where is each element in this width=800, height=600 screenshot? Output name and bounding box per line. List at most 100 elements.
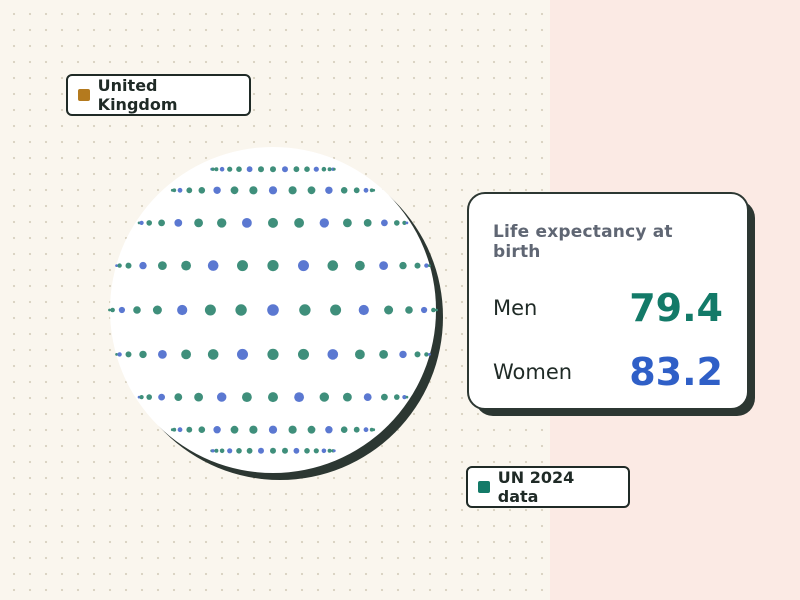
globe-dot [207,349,219,360]
globe-dot [414,351,421,358]
globe-dot [219,166,225,172]
globe-dot [414,262,421,269]
globe-dot [115,264,118,267]
globe-dot [299,304,311,316]
globe-dot [428,264,431,267]
globe-dot [288,425,297,434]
globe-dot [330,304,342,316]
globe-dot [115,353,118,356]
globe-dot [181,349,191,360]
globe-dot [293,166,300,173]
globe-dots [108,166,438,454]
globe-dot [327,167,332,172]
globe-dot [327,349,339,360]
globe-dot [211,167,215,171]
globe-dot [282,166,288,173]
globe-dot [369,427,374,432]
globe-dot [204,304,216,316]
globe-dot [268,425,278,434]
country-tag: United Kingdom [66,74,251,116]
globe-dot [405,306,413,314]
globe-dot [332,167,336,171]
globe-dot [421,306,428,314]
globe-dot [194,392,203,402]
globe-dot [194,218,203,228]
globe-dot [146,394,152,400]
globe-dot [424,352,429,357]
globe-dot [270,166,276,173]
globe-dot [372,428,376,432]
globe-dot [304,448,310,454]
globe-dot [313,448,319,454]
globe-dot [158,350,167,359]
globe-dot [227,448,233,454]
globe-dot [181,260,191,271]
globe-dot [399,350,407,359]
globe-dot [340,426,348,434]
globe-dot [118,306,125,314]
globe-dot [172,427,177,432]
globe-dot [110,307,115,313]
globe-dot [307,186,316,195]
globe-dot [133,306,141,314]
globe-dot [327,260,339,271]
globe-dot [214,448,219,453]
globe-dot [405,395,409,399]
globe-dot [402,395,407,400]
globe-dot [158,219,165,227]
globe-dot [174,219,183,227]
globe-dot [402,220,407,225]
globe-dot [363,393,372,401]
card-title: Life expectancy at birth [493,222,673,262]
globe-dot [177,187,183,193]
globe-dot [363,427,369,433]
globe-dot [369,188,374,193]
globe-dot [327,448,332,453]
globe-dot [298,348,309,360]
globe-dot [294,392,304,402]
globe-dot [186,426,193,433]
globe-dot [186,187,193,194]
globe-dot [307,425,316,434]
globe-dot [325,426,333,434]
globe-dot [294,218,304,228]
globe-dot [355,260,365,271]
globe-dot [219,448,225,454]
women-value: 83.2 [629,350,723,394]
globe-dot [282,447,288,454]
globe-dot [358,304,369,316]
globe-dot [298,260,309,272]
globe-dot [394,220,400,226]
globe-dot [293,447,300,454]
globe-dot [394,394,400,400]
globe-dot [304,166,310,172]
globe-dot [288,186,297,195]
source-tag: UN 2024 data [466,466,630,508]
globe-dot [235,304,247,316]
globe-dot [217,392,227,402]
globe-dot [139,395,144,400]
globe-dot [381,219,388,227]
dotted-globe-illustration [108,142,448,482]
globe-dot [214,167,219,172]
globe-dot [267,304,279,316]
globe-dot [125,262,132,269]
globe-dot [268,392,278,403]
globe-dot [242,218,252,228]
men-row: Men 79.4 [493,276,723,340]
globe-dot [172,188,177,193]
globe-dot [211,449,215,453]
globe-dot [270,447,276,454]
men-label: Men [493,296,538,320]
globe-dot [343,218,352,228]
globe-dot [198,426,206,434]
globe-dot [139,350,147,359]
women-row: Women 83.2 [493,340,723,404]
globe-dot [236,448,242,454]
globe-dot [237,348,248,360]
globe-dot [267,260,279,272]
globe-dot [258,447,264,454]
globe-dot [258,166,264,173]
country-tag-label: United Kingdom [97,76,178,114]
globe-dot [249,425,258,434]
